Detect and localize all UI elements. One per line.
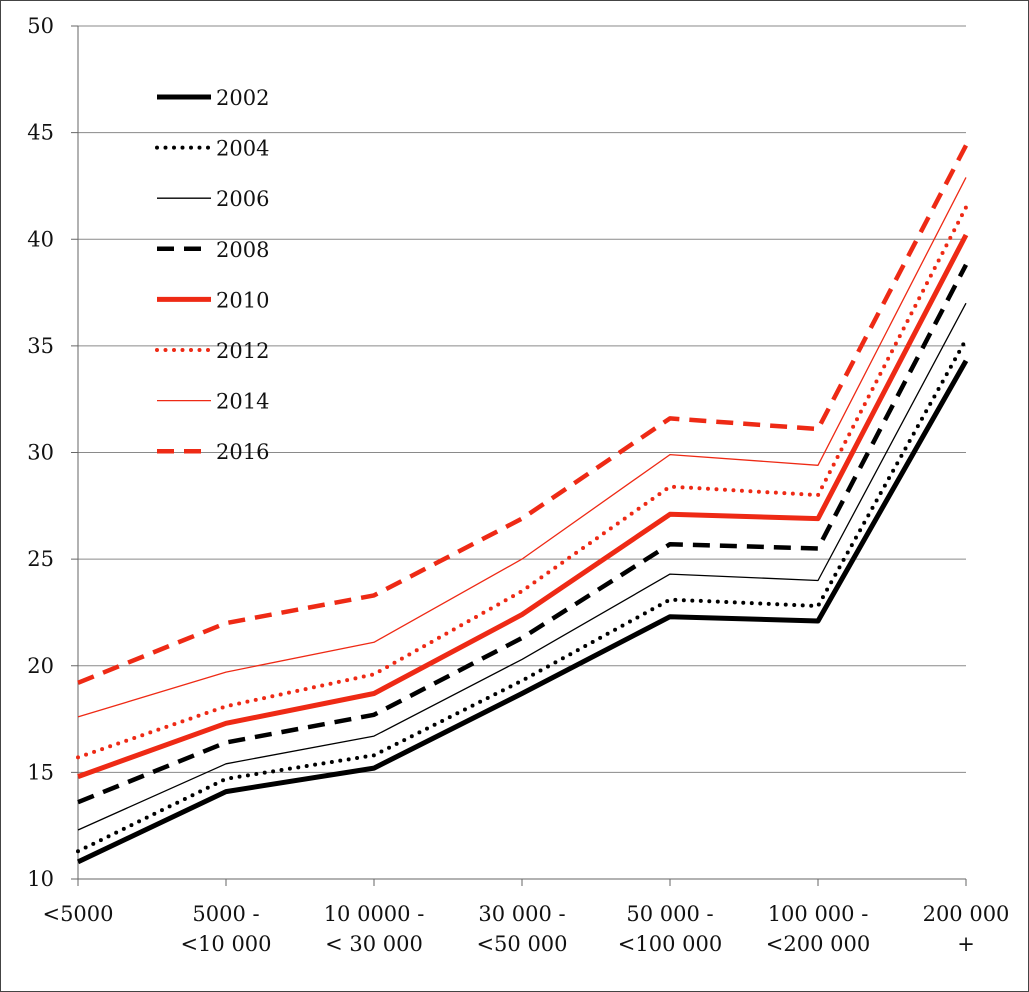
x-tick-label-line: 10 0000 - bbox=[324, 902, 425, 926]
x-tick-label: 200 000 + bbox=[923, 902, 1010, 956]
series-line-2006 bbox=[77, 302, 967, 831]
legend-label-2006: 2006 bbox=[216, 187, 269, 211]
series-line-2016 bbox=[77, 144, 968, 685]
legend-label-2004: 2004 bbox=[216, 137, 269, 161]
x-tick-label-line: <200 000 bbox=[766, 932, 870, 956]
legend-label-2016: 2016 bbox=[216, 440, 269, 464]
x-tick-label: 100 000 - <200 000 bbox=[766, 902, 870, 956]
y-tick-label: 20 bbox=[27, 654, 54, 678]
x-tick-label-line: <10 000 bbox=[180, 932, 271, 956]
y-tick-label: 30 bbox=[27, 441, 54, 465]
x-tick-label-line: 5000 - bbox=[192, 902, 259, 926]
legend-label-2008: 2008 bbox=[216, 238, 269, 262]
y-tick-label: 10 bbox=[27, 867, 54, 891]
legend-label-2014: 2014 bbox=[216, 390, 269, 414]
x-tick-label: 5000 - <10 000 bbox=[180, 902, 271, 956]
x-tick-label-line: 50 000 - bbox=[626, 902, 713, 926]
series-line-2012 bbox=[76, 205, 968, 760]
x-tick-label-line: <100 000 bbox=[618, 932, 722, 956]
x-tick-label-line: <50 000 bbox=[476, 932, 567, 956]
y-tick-label: 40 bbox=[27, 227, 54, 251]
x-tick-label-line: 200 000 bbox=[923, 902, 1010, 926]
x-tick-label-line: 30 000 - bbox=[478, 902, 565, 926]
series-line-2014 bbox=[77, 177, 967, 718]
series-line-2010 bbox=[77, 233, 969, 779]
legend-label-2002: 2002 bbox=[216, 86, 269, 110]
y-tick-label: 50 bbox=[27, 14, 54, 38]
x-tick-label: 10 0000 - < 30 000 bbox=[324, 902, 425, 956]
x-tick-label-line: + bbox=[957, 932, 975, 956]
x-tick-label-line: < 30 000 bbox=[325, 932, 423, 956]
y-tick-label: 25 bbox=[27, 547, 54, 571]
x-tick-label: 30 000 - <50 000 bbox=[476, 902, 567, 956]
x-tick-label-line: 100 000 - bbox=[768, 902, 869, 926]
x-tick-label-line: <5000 bbox=[42, 902, 113, 926]
axes: 10 15 20 25 30 35 40 45 50 <5000 5000 - <10 000 10 0… bbox=[27, 14, 1009, 956]
legend-label-2010: 2010 bbox=[216, 288, 269, 312]
gridlines bbox=[78, 25, 966, 773]
x-tick-label: 50 000 - <100 000 bbox=[618, 902, 722, 956]
y-tick-label: 35 bbox=[27, 334, 54, 358]
legend-label-2012: 2012 bbox=[216, 339, 269, 363]
series-line-2002 bbox=[76, 359, 969, 865]
series-line-2004 bbox=[76, 337, 968, 854]
legend: 2002 2004 2006 2008 2010 2012 2014 2016 bbox=[155, 86, 269, 464]
y-tick-label: 15 bbox=[27, 760, 54, 784]
series-lines bbox=[76, 144, 969, 865]
x-tick-label: <5000 bbox=[42, 902, 113, 926]
y-tick-label: 45 bbox=[27, 121, 54, 145]
